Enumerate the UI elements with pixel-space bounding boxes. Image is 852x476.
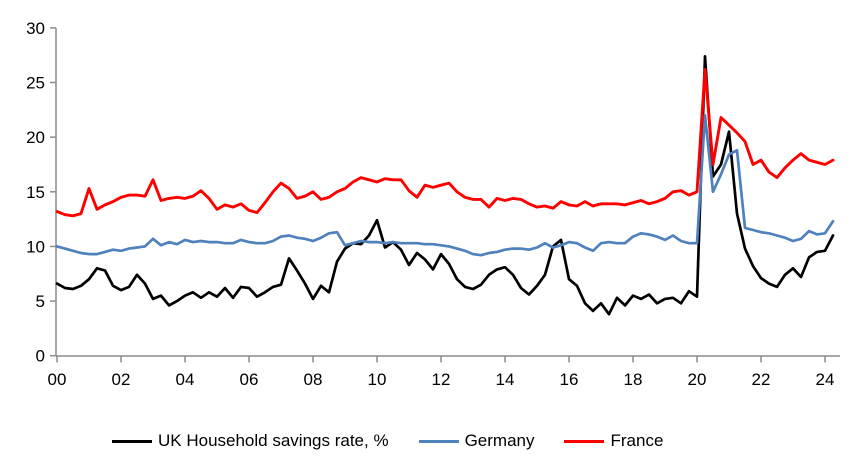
series-line-germany	[55, 113, 835, 257]
x-tick-label: 08	[304, 370, 323, 389]
legend-item-france: France	[564, 431, 663, 451]
x-tick-label: 16	[560, 370, 579, 389]
x-tick-label: 04	[176, 370, 195, 389]
legend-label-uk: UK Household savings rate, %	[158, 431, 389, 450]
legend-line-germany-icon	[418, 439, 459, 443]
legend-line-france-icon	[564, 439, 605, 443]
y-tick-label: 25	[26, 74, 45, 93]
chart-legend: UK Household savings rate, % Germany Fra…	[112, 431, 663, 451]
series-line-france	[55, 67, 835, 218]
x-tick-label: 00	[48, 370, 67, 389]
y-tick-label: 0	[36, 347, 45, 366]
x-tick-label: 02	[112, 370, 131, 389]
x-tick-label: 24	[816, 370, 835, 389]
y-tick-label: 20	[26, 128, 45, 147]
x-tick-label: 18	[624, 370, 643, 389]
legend-item-uk: UK Household savings rate, %	[112, 431, 389, 451]
x-tick-label: 06	[240, 370, 259, 389]
y-tick-label: 15	[26, 183, 45, 202]
legend-label-germany: Germany	[464, 431, 535, 450]
legend-item-germany: Germany	[418, 431, 535, 451]
y-tick-label: 10	[26, 237, 45, 256]
x-tick-label: 14	[496, 370, 515, 389]
chart-canvas: 0 5 10 15 20 25 30 00 02 04 06 08 10 12 14 16 18 20 22 24	[26, 19, 840, 389]
x-tick-label: 10	[368, 370, 387, 389]
y-tick-label: 5	[36, 292, 45, 311]
x-tick-label: 12	[432, 370, 451, 389]
legend-line-uk-icon	[112, 439, 152, 443]
x-tick-label: 20	[688, 370, 707, 389]
x-tick-label: 22	[752, 370, 771, 389]
y-tick-label: 30	[26, 19, 45, 38]
legend-label-france: France	[610, 431, 664, 450]
